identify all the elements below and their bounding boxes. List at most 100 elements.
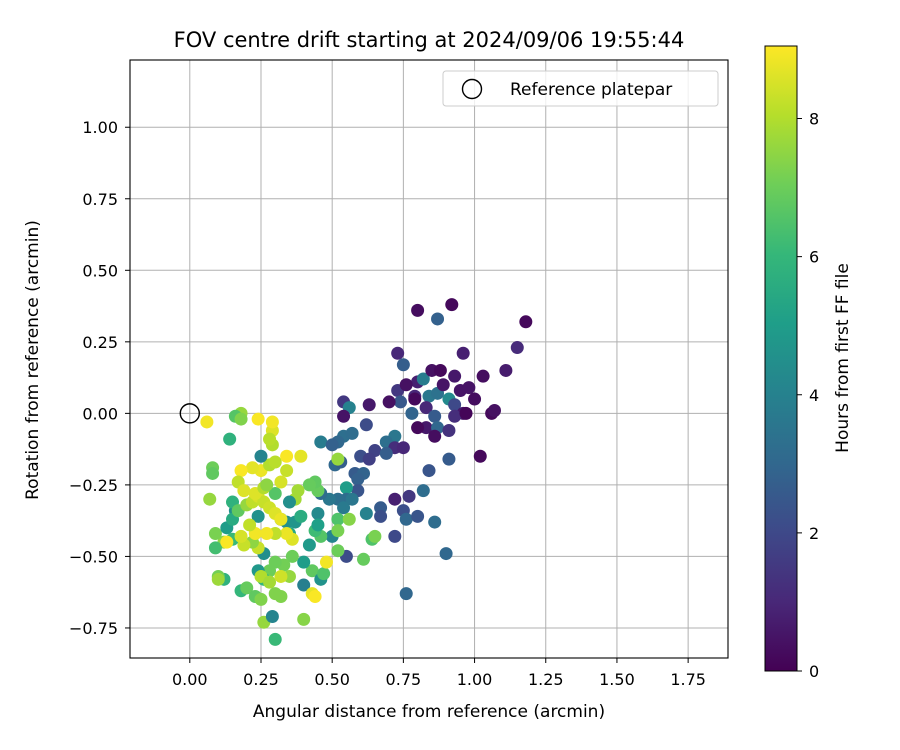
data-point — [297, 578, 311, 592]
data-point — [265, 610, 279, 624]
data-point — [260, 478, 274, 492]
data-point — [274, 569, 288, 583]
data-point — [391, 346, 405, 360]
data-point — [280, 464, 294, 478]
data-point — [428, 515, 442, 529]
data-point — [473, 449, 487, 463]
data-point — [396, 441, 410, 455]
colorbar-tick-label: 8 — [809, 110, 819, 129]
data-point — [359, 507, 373, 521]
y-tick-label: 1.00 — [82, 118, 118, 137]
data-point — [285, 549, 299, 563]
data-point — [337, 409, 351, 423]
data-point — [331, 524, 345, 538]
data-point — [260, 527, 274, 541]
chart-title: FOV centre drift starting at 2024/09/06 … — [174, 28, 685, 52]
data-point — [265, 415, 279, 429]
data-point — [342, 512, 356, 526]
data-point — [314, 435, 328, 449]
legend-box — [442, 70, 719, 107]
data-point — [251, 509, 265, 523]
data-point — [302, 538, 316, 552]
data-point — [282, 495, 296, 509]
data-point — [411, 421, 425, 435]
data-point — [416, 372, 430, 386]
data-point — [399, 512, 413, 526]
data-point — [331, 544, 345, 558]
data-point — [319, 555, 333, 569]
data-point — [251, 412, 265, 426]
data-point — [308, 589, 322, 603]
data-point — [240, 581, 254, 595]
data-point — [448, 398, 462, 412]
data-point — [263, 432, 277, 446]
data-point — [351, 472, 365, 486]
data-point — [487, 404, 501, 418]
data-point — [388, 529, 402, 543]
data-point — [416, 484, 430, 498]
data-point — [325, 438, 339, 452]
data-point — [331, 512, 345, 526]
data-point — [268, 455, 282, 469]
y-tick-label: −0.25 — [69, 476, 118, 495]
plot-frame — [129, 59, 729, 659]
y-tick-label: 0.00 — [82, 404, 118, 423]
data-point — [431, 312, 445, 326]
colorbar-tick-label: 4 — [809, 386, 819, 405]
data-point — [396, 358, 410, 372]
legend-marker-reference — [461, 78, 483, 100]
y-tick-label: −0.75 — [69, 619, 118, 638]
data-point — [399, 587, 413, 601]
x-axis-ticks: 0.00 0.25 0.50 0.75 1.00 1.25 1.50 1.75 — [172, 658, 706, 689]
x-tick-label: 1.75 — [670, 670, 706, 689]
data-point — [254, 449, 268, 463]
data-point — [379, 446, 393, 460]
data-point — [211, 572, 225, 586]
data-point — [274, 512, 288, 526]
y-tick-label: 0.25 — [82, 333, 118, 352]
data-point — [331, 452, 345, 466]
data-point — [468, 392, 482, 406]
y-tick-label: −0.50 — [69, 547, 118, 566]
x-tick-label: 0.50 — [314, 670, 350, 689]
data-point — [294, 449, 308, 463]
data-point — [263, 575, 277, 589]
colorbar-label: Hours from first FF file — [833, 263, 853, 453]
data-point — [519, 315, 533, 329]
data-point — [499, 363, 513, 377]
data-point — [237, 484, 251, 498]
data-point — [234, 412, 248, 426]
data-point — [382, 395, 396, 409]
y-tick-label: 0.50 — [82, 261, 118, 280]
data-point — [311, 518, 325, 532]
x-tick-label: 1.00 — [457, 670, 493, 689]
data-point — [220, 535, 234, 549]
data-point — [203, 492, 217, 506]
y-axis-ticks: −0.75 −0.50 −0.25 0.00 0.25 0.50 0.75 1.00 — [69, 118, 130, 638]
data-point — [223, 432, 237, 446]
plot-area — [130, 60, 728, 658]
data-point — [362, 452, 376, 466]
data-point — [234, 529, 248, 543]
data-point — [448, 409, 462, 423]
data-point — [428, 409, 442, 423]
data-points — [200, 298, 533, 646]
data-point — [206, 466, 220, 480]
colorbar-tick-label: 2 — [809, 524, 819, 543]
data-point — [476, 369, 490, 383]
data-point — [399, 378, 413, 392]
data-point — [245, 461, 259, 475]
reference-point-layer — [179, 403, 201, 424]
colorbar-tick-label: 6 — [809, 248, 819, 267]
data-point — [280, 527, 294, 541]
data-point — [208, 527, 222, 541]
data-point — [297, 555, 311, 569]
data-point — [359, 418, 373, 432]
data-point — [305, 564, 319, 578]
data-point — [317, 567, 331, 581]
data-point — [388, 492, 402, 506]
x-axis-label: Angular distance from reference (arcmin) — [253, 702, 605, 722]
colorbar: 0 2 4 6 8 Hours from first FF file — [764, 45, 853, 681]
data-point — [268, 632, 282, 646]
